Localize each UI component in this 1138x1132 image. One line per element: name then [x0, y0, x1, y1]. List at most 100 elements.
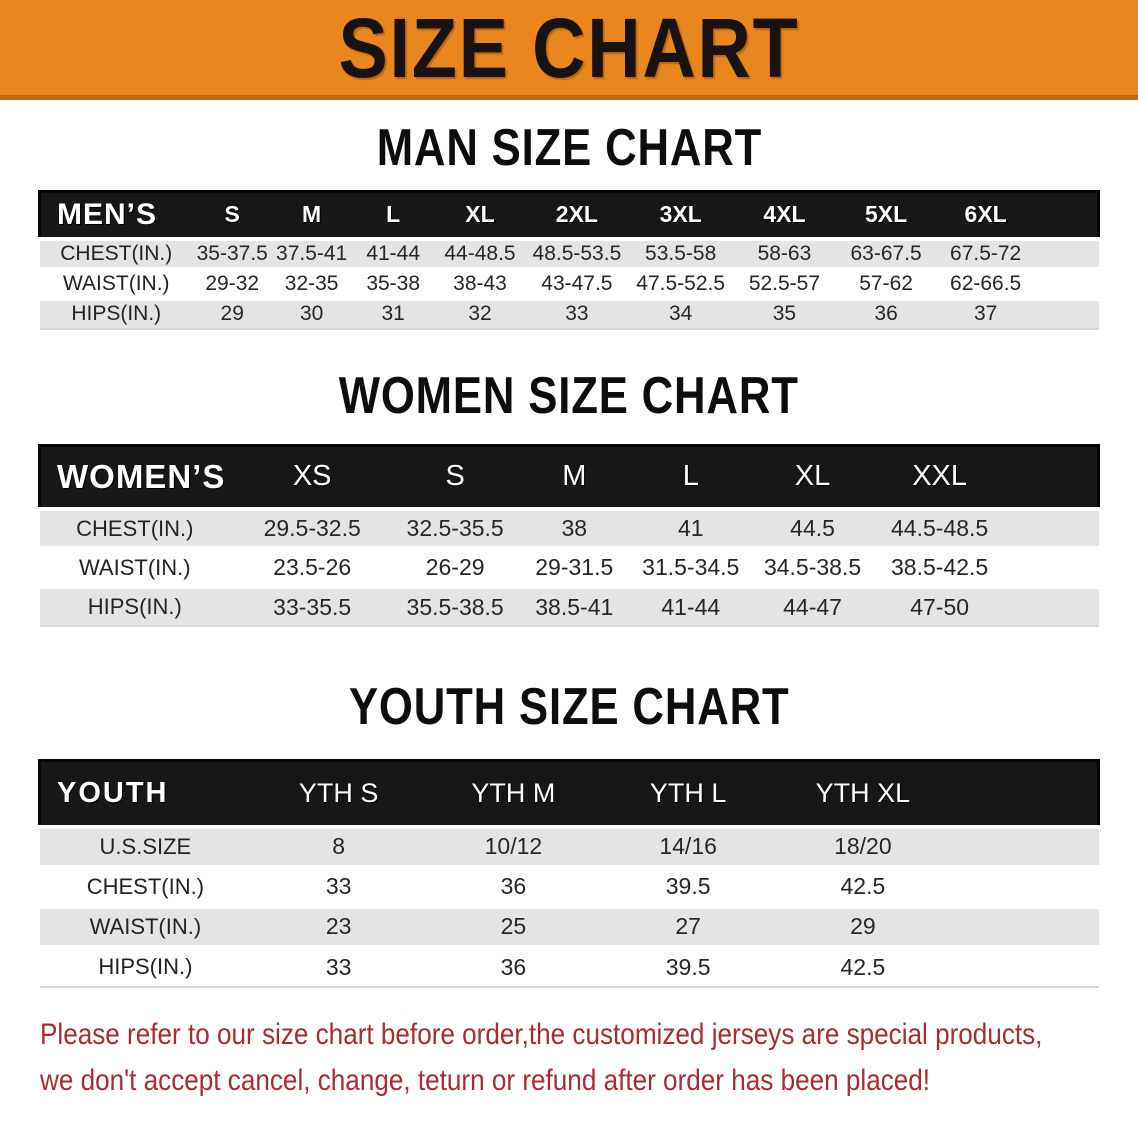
row-spacer [950, 904, 1099, 947]
size-value-cell: 42.5 [775, 864, 951, 907]
measurement-row-label: WAIST(IN.) [39, 904, 252, 947]
measurement-row-label: HIPS(IN.) [39, 585, 231, 627]
header-spacer [950, 759, 1101, 828]
women-section: WOMEN SIZE CHART WOMEN’S XS S M L XL XXL CHEST(… [0, 370, 1138, 627]
size-value-cell: 62-66.5 [936, 266, 1035, 299]
size-column-header: 2XL [525, 190, 629, 240]
row-spacer [1003, 507, 1099, 548]
size-value-cell: 44.5-48.5 [876, 507, 1004, 548]
size-value-cell: 33 [251, 864, 427, 907]
measurement-row-label: CHEST(IN.) [39, 507, 231, 548]
size-value-cell: 18/20 [775, 824, 951, 867]
size-value-cell: 53.5-58 [628, 236, 734, 269]
size-value-cell: 58-63 [733, 236, 836, 269]
youth-section-title: YOUTH SIZE CHART [348, 678, 790, 736]
size-value-cell: 36 [426, 864, 601, 907]
measurement-row-label: WAIST(IN.) [39, 266, 194, 299]
table-corner-label: WOMEN’S [38, 443, 231, 511]
women-section-heading: WOMEN SIZE CHART [0, 370, 1138, 422]
row-spacer [1034, 236, 1099, 269]
size-value-cell: 29-31.5 [516, 546, 633, 587]
size-value-cell: 39.5 [600, 944, 776, 988]
size-value-cell: 52.5-57 [733, 266, 836, 299]
measurement-row-label: CHEST(IN.) [39, 236, 194, 269]
measurement-row-label: WAIST(IN.) [39, 546, 231, 587]
size-column-header: M [271, 190, 352, 240]
table-row: U.S.SIZE 8 10/12 14/16 18/20 [39, 824, 1099, 867]
size-column-header: S [193, 190, 272, 240]
size-value-cell: 29-32 [193, 266, 272, 299]
header-spacer [1003, 443, 1101, 511]
size-value-cell: 42.5 [775, 944, 951, 988]
size-column-header: XS [230, 443, 395, 511]
size-value-cell: 31.5-34.5 [632, 546, 749, 587]
men-section-title: MAN SIZE CHART [376, 119, 762, 177]
women-size-table: WOMEN’S XS S M L XL XXL CHEST(IN.) 29.5-32.5 32.5… [38, 443, 1101, 627]
size-value-cell: 44-47 [749, 585, 877, 627]
table-corner-label: YOUTH [38, 759, 252, 828]
size-value-cell: 35-37.5 [193, 236, 272, 269]
table-row: CHEST(IN.) 33 36 39.5 42.5 [39, 864, 1099, 907]
size-header-row: WOMEN’S XS S M L XL XXL [38, 443, 1101, 511]
size-value-cell: 63-67.5 [835, 236, 937, 269]
size-header-row: MEN’S S M L XL 2XL 3XL 4XL 5XL 6XL [38, 190, 1100, 240]
size-value-cell: 29 [775, 904, 951, 947]
row-spacer [1034, 266, 1099, 299]
row-spacer [950, 944, 1099, 988]
size-value-cell: 35 [733, 296, 836, 330]
size-value-cell: 35-38 [351, 266, 435, 299]
disclaimer-line-2: we don't accept cancel, change, teturn o… [40, 1063, 931, 1097]
size-value-cell: 36 [835, 296, 937, 330]
size-column-header: XL [434, 190, 526, 240]
measurement-row-label: HIPS(IN.) [39, 296, 194, 330]
size-header-row: YOUTH YTH S YTH M YTH L YTH XL [38, 759, 1101, 828]
size-value-cell: 57-62 [835, 266, 937, 299]
women-section-title: WOMEN SIZE CHART [339, 366, 799, 425]
row-spacer [1003, 585, 1099, 627]
size-value-cell: 8 [251, 824, 427, 867]
size-value-cell: 47-50 [876, 585, 1004, 627]
size-column-header: 3XL [628, 190, 734, 240]
size-value-cell: 38 [516, 507, 633, 548]
banner-title: SIZE CHART [338, 0, 800, 95]
size-value-cell: 38-43 [434, 266, 526, 299]
size-value-cell: 37 [936, 296, 1035, 330]
size-value-cell: 14/16 [600, 824, 776, 867]
table-row: HIPS(IN.) 29 30 31 32 33 34 35 36 37 [39, 296, 1099, 330]
size-value-cell: 67.5-72 [936, 236, 1035, 269]
size-column-header: L [351, 190, 435, 240]
size-column-header: L [632, 443, 749, 511]
size-value-cell: 23.5-26 [230, 546, 395, 587]
size-value-cell: 47.5-52.5 [628, 266, 734, 299]
youth-size-table: YOUTH YTH S YTH M YTH L YTH XL U.S.SIZE 8 10/12… [38, 759, 1101, 988]
size-column-header: 4XL [733, 190, 836, 240]
table-row: CHEST(IN.) 35-37.5 37.5-41 41-44 44-48.5 48.5… [39, 236, 1099, 269]
size-column-header: XXL [876, 443, 1004, 511]
measurement-row-label: HIPS(IN.) [39, 944, 252, 988]
size-value-cell: 48.5-53.5 [525, 236, 629, 269]
men-section: MAN SIZE CHART MEN’S S M L XL 2XL 3XL 4XL 5XL 6XL… [0, 122, 1138, 330]
size-value-cell: 41-44 [632, 585, 749, 627]
size-value-cell: 37.5-41 [271, 236, 352, 269]
size-value-cell: 29 [193, 296, 272, 330]
size-value-cell: 33 [251, 944, 427, 988]
size-value-cell: 43-47.5 [525, 266, 629, 299]
size-column-header: 6XL [936, 190, 1035, 240]
row-spacer [1003, 546, 1099, 587]
size-value-cell: 32-35 [271, 266, 352, 299]
size-value-cell: 23 [251, 904, 427, 947]
row-spacer [1034, 296, 1099, 330]
size-value-cell: 38.5-41 [516, 585, 633, 627]
size-value-cell: 32.5-35.5 [394, 507, 517, 548]
size-value-cell: 39.5 [600, 864, 776, 907]
size-column-header: 5XL [835, 190, 937, 240]
size-column-header: XL [749, 443, 877, 511]
size-value-cell: 34.5-38.5 [749, 546, 877, 587]
table-row: WAIST(IN.) 23 25 27 29 [39, 904, 1099, 947]
youth-section: YOUTH SIZE CHART YOUTH YTH S YTH M YTH L YTH… [0, 681, 1138, 988]
table-row: CHEST(IN.) 29.5-32.5 32.5-35.5 38 41 44.5 44.5… [39, 507, 1099, 548]
size-column-header: YTH XL [775, 759, 951, 828]
size-value-cell: 33-35.5 [230, 585, 395, 627]
size-value-cell: 26-29 [394, 546, 517, 587]
size-column-header: YTH M [426, 759, 601, 828]
